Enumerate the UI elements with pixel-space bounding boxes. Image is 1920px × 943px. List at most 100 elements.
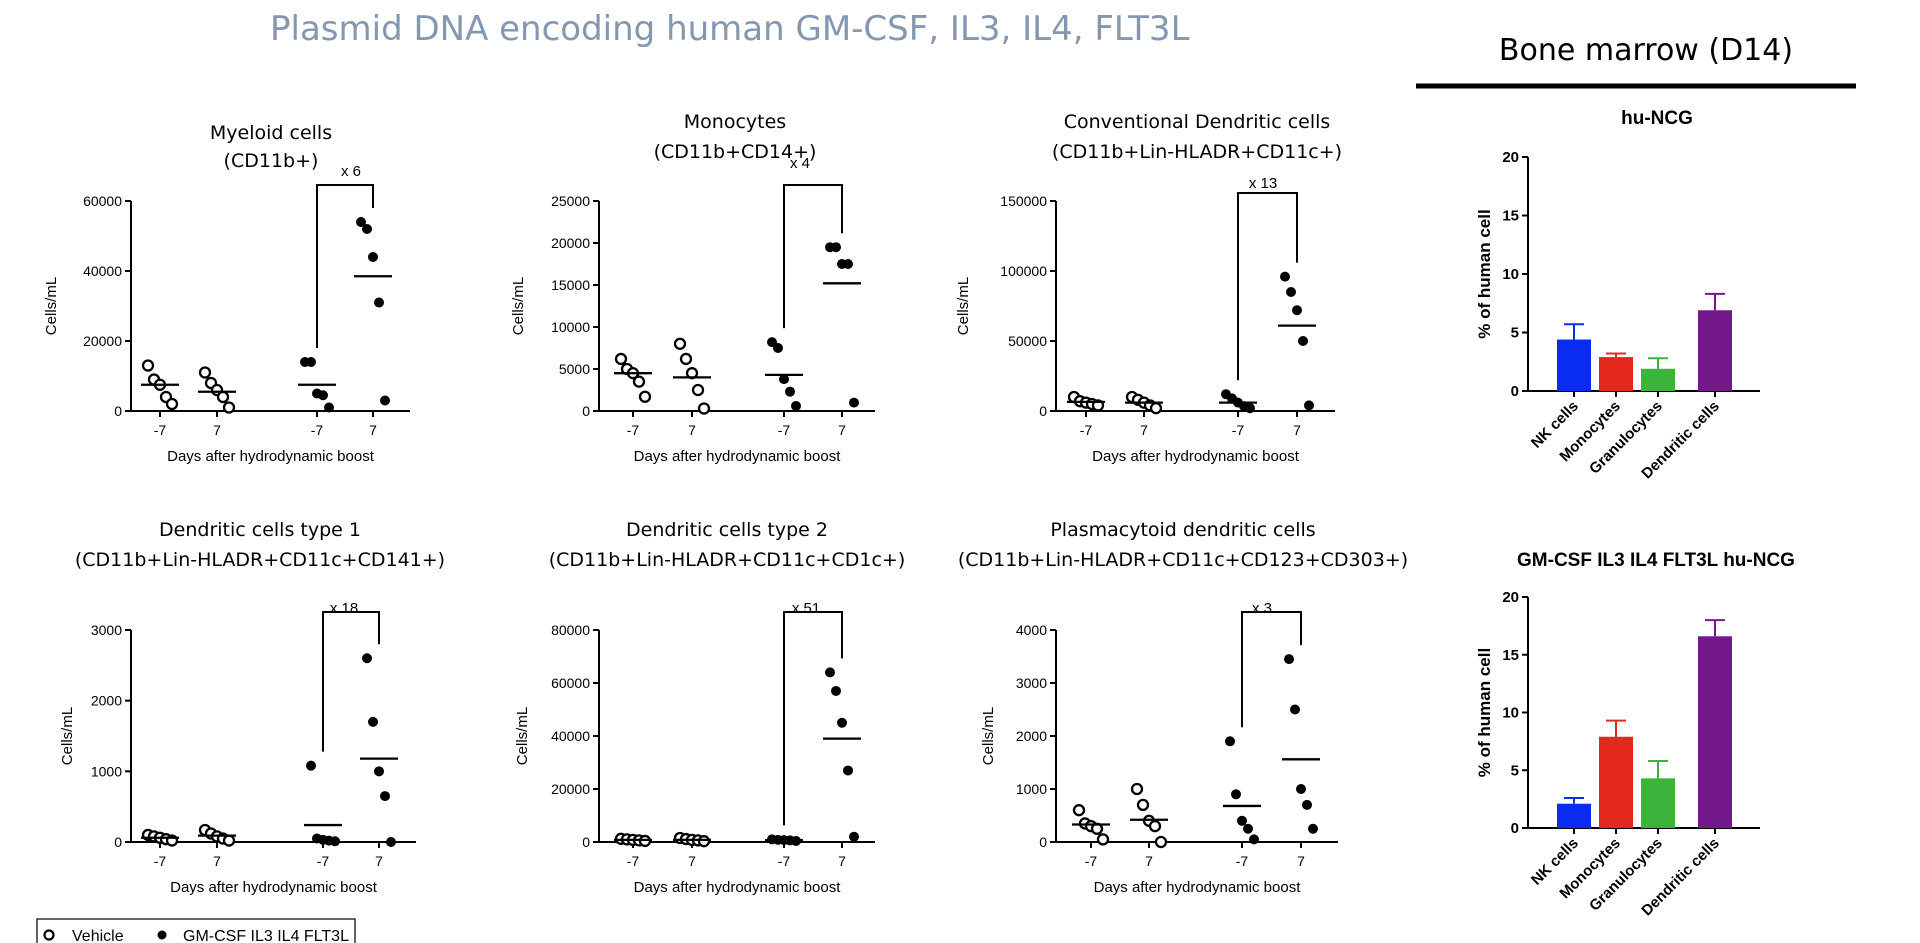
vehicle-point xyxy=(632,375,646,388)
bar xyxy=(1599,357,1633,391)
plot-title: Dendritic cells type 2 xyxy=(626,519,828,541)
bar xyxy=(1599,736,1633,828)
scatter-plot-2: Monocytes (CD11b+CD14+) 0 5000 10000 15000 200… xyxy=(510,111,875,465)
fold-change-label: x 3 xyxy=(1252,600,1272,617)
fold-change-bracket xyxy=(316,184,374,348)
x-tick-label: 7 xyxy=(213,422,221,438)
fold-change-label: x 18 xyxy=(330,600,358,617)
x-tick-label: 7 xyxy=(369,422,377,438)
treated-point xyxy=(1284,654,1294,665)
y-tick-label: 3000 xyxy=(91,622,122,638)
vehicle-point xyxy=(1072,804,1086,817)
y-tick-label: 20000 xyxy=(551,235,590,251)
vehicle-point xyxy=(697,402,711,415)
vehicle-point xyxy=(1096,833,1110,846)
y-axis-label: Cells/mL xyxy=(980,707,997,765)
plot-title: Conventional Dendritic cells xyxy=(1064,111,1331,133)
x-tick-label: -7 xyxy=(1085,853,1098,869)
fold-change-label: x 4 xyxy=(790,155,810,172)
bar-chart-title: hu-NCG xyxy=(1621,108,1693,129)
treated-point xyxy=(843,259,853,269)
y-tick-label: 5 xyxy=(1511,762,1519,779)
vehicle-point xyxy=(673,337,687,350)
treated-point xyxy=(1296,784,1306,794)
x-tick-label: -7 xyxy=(627,422,640,438)
y-axis-label: % of human cell xyxy=(1475,648,1494,777)
x-tick-label: -7 xyxy=(1236,853,1249,869)
treated-point xyxy=(386,837,396,847)
vehicle-point xyxy=(679,352,693,366)
treated-point xyxy=(849,397,859,408)
plot-subtitle: (CD11b+Lin-HLADR+CD11c+) xyxy=(1052,141,1342,163)
vehicle-point xyxy=(216,390,230,404)
x-tick-label: 7 xyxy=(1293,422,1301,438)
fold-change-label: x 6 xyxy=(341,163,361,180)
treated-point xyxy=(779,374,789,385)
treated-point xyxy=(1286,287,1296,297)
treated-point xyxy=(1237,815,1247,826)
treated-point xyxy=(380,395,390,406)
fold-change-bracket xyxy=(783,611,843,826)
x-tick-label: 7 xyxy=(838,422,846,438)
fold-change-label: x 51 xyxy=(792,600,820,617)
x-tick-label: 7 xyxy=(375,853,383,869)
treated-point xyxy=(374,766,384,777)
y-tick-label: 50000 xyxy=(1008,333,1047,349)
vehicle-point xyxy=(1136,798,1150,812)
y-tick-label: 0 xyxy=(582,834,590,850)
x-tick-label: 7 xyxy=(688,422,696,438)
x-tick-label: -7 xyxy=(627,853,640,869)
x-axis-label: Days after hydrodynamic boost xyxy=(167,448,375,465)
y-tick-label: 15 xyxy=(1502,208,1519,225)
vehicle-point xyxy=(222,401,236,414)
vehicle-point xyxy=(198,366,212,379)
vehicle-point xyxy=(1148,819,1162,833)
y-tick-label: 4000 xyxy=(1016,622,1047,638)
treated-point xyxy=(356,217,366,227)
scatter-plot-6: Plasmacytoid dendritic cells (CD11b+Lin-H… xyxy=(958,519,1408,896)
treated-point xyxy=(1292,305,1302,316)
y-tick-label: 0 xyxy=(114,403,122,419)
vehicle-point xyxy=(165,397,179,411)
treated-point xyxy=(318,390,328,401)
y-tick-label: 60000 xyxy=(551,675,590,691)
bar xyxy=(1557,339,1591,391)
bar xyxy=(1641,368,1675,391)
y-tick-label: 80000 xyxy=(551,622,590,638)
x-tick-label: -7 xyxy=(1232,422,1245,438)
bar xyxy=(1557,803,1591,828)
bar-chart-title: GM-CSF IL3 IL4 FLT3L hu-NCG xyxy=(1517,550,1795,571)
plot-title: Dendritic cells type 1 xyxy=(159,519,361,541)
fold-change-bracket xyxy=(783,184,843,329)
treated-point xyxy=(831,685,841,696)
treated-point xyxy=(1249,834,1259,845)
treated-point xyxy=(825,667,835,678)
fold-change-label: x 13 xyxy=(1249,175,1277,192)
plots-area: Myeloid cells(CD11b+)0200004000060000Cel… xyxy=(43,108,1795,919)
legend-box xyxy=(36,918,356,943)
plot-title: Plasmacytoid dendritic cells xyxy=(1050,519,1315,541)
y-axis-label: Cells/mL xyxy=(43,277,60,335)
vehicle-point xyxy=(1130,782,1144,796)
legend-vehicle-label: Vehicle xyxy=(72,928,124,943)
y-tick-label: 100000 xyxy=(1000,263,1047,279)
y-tick-label: 0 xyxy=(1039,834,1047,850)
fold-change-bracket xyxy=(1237,192,1298,381)
y-tick-label: 60000 xyxy=(83,193,122,209)
treated-point xyxy=(785,386,795,397)
y-axis-label: Cells/mL xyxy=(955,277,972,335)
vehicle-point xyxy=(1149,402,1163,415)
treated-point xyxy=(843,765,853,776)
treated-point xyxy=(306,760,316,771)
treated-point xyxy=(1245,403,1255,414)
plot-subtitle: (CD11b+Lin-HLADR+CD11c+CD123+CD303+) xyxy=(958,549,1408,571)
treated-point xyxy=(324,402,334,413)
x-axis-label: Days after hydrodynamic boost xyxy=(634,879,842,896)
y-tick-label: 1000 xyxy=(91,763,122,779)
treated-point xyxy=(791,400,801,411)
vehicle-point xyxy=(691,383,705,397)
x-tick-label: -7 xyxy=(154,853,167,869)
vehicle-point xyxy=(222,834,236,847)
y-tick-label: 20000 xyxy=(551,781,590,797)
